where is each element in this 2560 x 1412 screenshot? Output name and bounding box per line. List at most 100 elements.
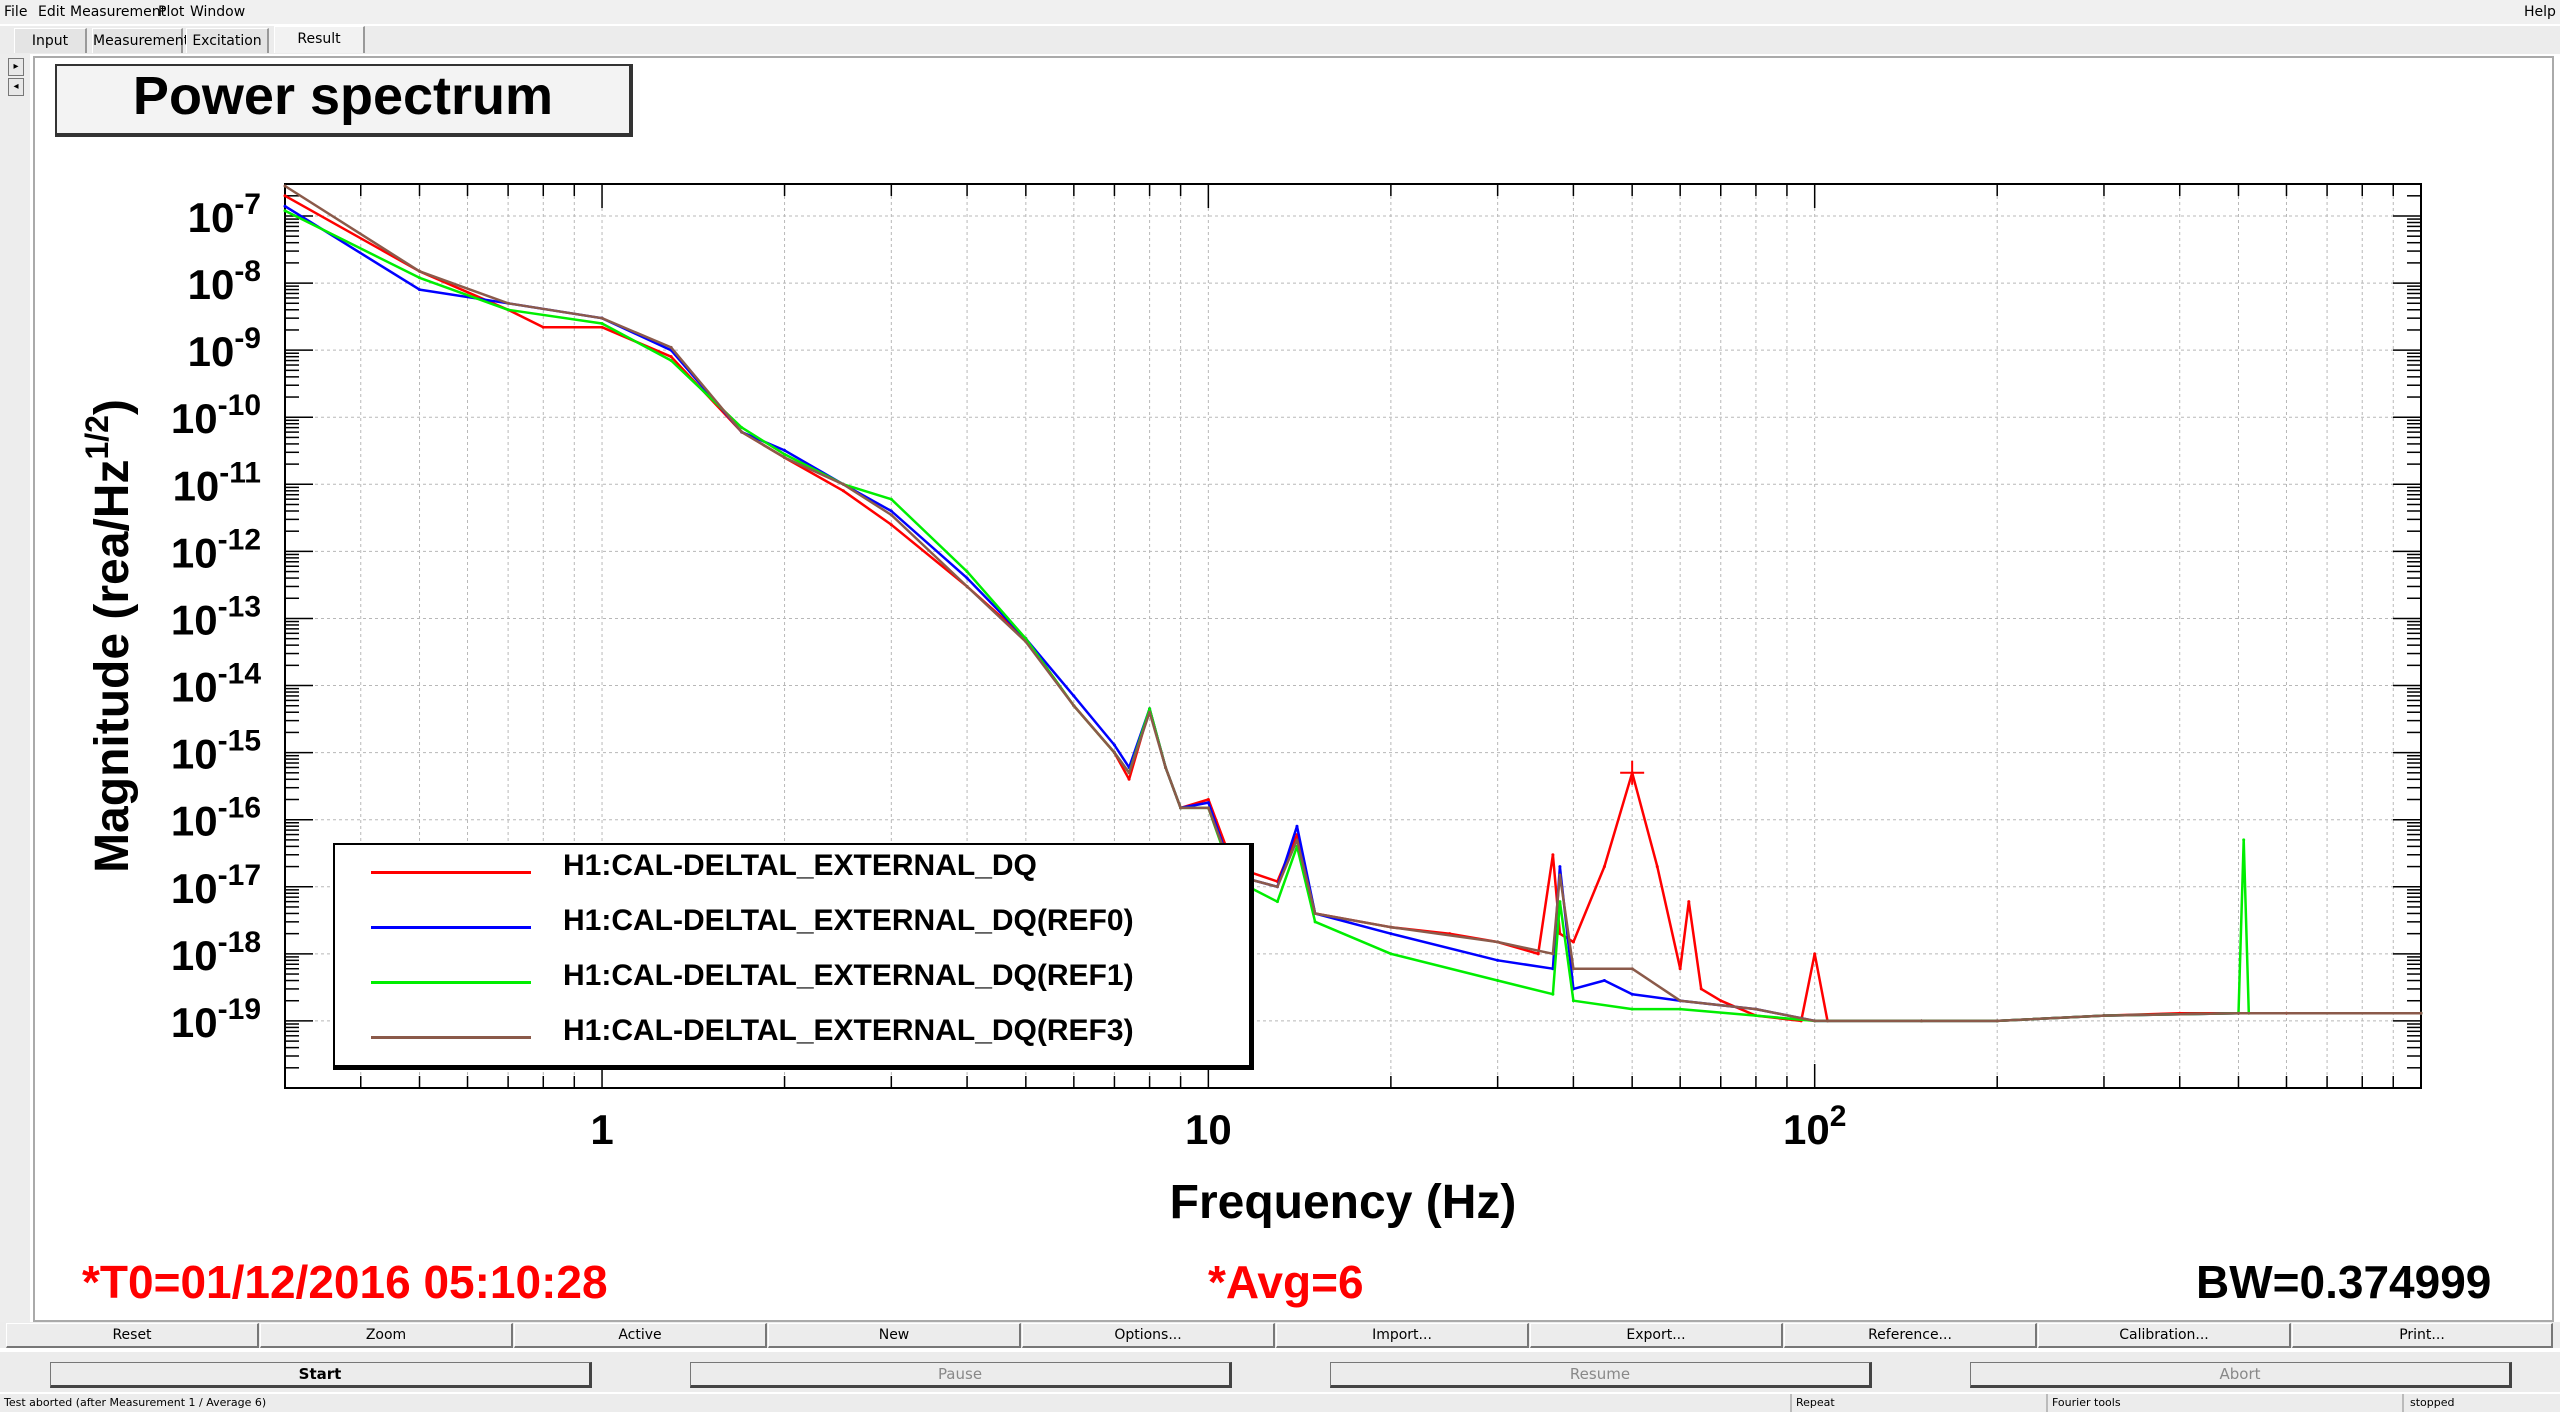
data-point xyxy=(1558,900,1562,904)
active-button[interactable]: Active xyxy=(514,1323,767,1348)
avg-label: *Avg=6 xyxy=(1208,1256,1364,1308)
data-point xyxy=(1024,640,1028,644)
data-point xyxy=(1754,1014,1758,1018)
menu-measurement[interactable]: Measurement xyxy=(70,4,167,20)
data-point xyxy=(1295,824,1299,828)
data-point xyxy=(889,513,893,517)
data-point xyxy=(1112,751,1116,755)
data-point xyxy=(783,448,787,452)
menu-file[interactable]: File xyxy=(4,4,28,20)
series-line xyxy=(284,184,2421,1023)
data-point xyxy=(1313,920,1317,924)
data-point xyxy=(1551,853,1555,857)
resume-button[interactable]: Resume xyxy=(1330,1362,1872,1388)
abort-button[interactable]: Abort xyxy=(1970,1362,2512,1388)
data-point xyxy=(889,509,893,513)
data-point xyxy=(283,184,287,188)
status-divider xyxy=(2046,1394,2048,1412)
menu-plot[interactable]: Plot xyxy=(158,4,185,20)
print-button[interactable]: Print... xyxy=(2292,1323,2553,1348)
legend-label: H1:CAL-DELTAL_EXTERNAL_DQ(REF3) xyxy=(563,1014,1134,1047)
y-tick-label: 10-14 xyxy=(171,658,261,711)
start-button[interactable]: Start xyxy=(50,1362,592,1388)
y-tick-label: 10-15 xyxy=(171,725,261,778)
data-point xyxy=(1678,999,1682,1003)
data-point xyxy=(965,576,969,580)
legend-swatch xyxy=(371,871,531,874)
x-tick-label: 1 xyxy=(590,1106,613,1153)
reference-button[interactable]: Reference... xyxy=(1784,1323,2037,1348)
data-point xyxy=(1496,979,1500,983)
expand-arrow-icon[interactable]: ▸ xyxy=(8,58,24,76)
y-tick-label: 10-11 xyxy=(173,456,261,509)
pause-button[interactable]: Pause xyxy=(690,1362,1232,1388)
status-divider xyxy=(1790,1394,1792,1412)
data-point xyxy=(1571,940,1575,944)
data-point xyxy=(889,523,893,527)
plot-panel[interactable] xyxy=(33,56,2554,1322)
status-fourier: Fourier tools xyxy=(2052,1396,2121,1409)
data-point xyxy=(841,482,845,486)
data-point xyxy=(1206,806,1210,810)
tab-measurement[interactable]: Measurement xyxy=(92,28,189,53)
data-point xyxy=(1678,967,1682,971)
data-point xyxy=(1389,932,1393,936)
tab-result[interactable]: Result xyxy=(274,26,365,53)
data-point xyxy=(1813,1019,1817,1023)
data-point xyxy=(1571,967,1575,971)
y-tick-label: 10-19 xyxy=(171,993,261,1046)
legend-swatch xyxy=(371,981,531,984)
data-point xyxy=(1206,801,1210,805)
data-point xyxy=(283,209,287,213)
y-tick-label: 10-12 xyxy=(171,523,261,576)
data-point xyxy=(1179,806,1183,810)
data-point xyxy=(965,584,969,588)
legend-label: H1:CAL-DELTAL_EXTERNAL_DQ xyxy=(563,849,1037,882)
menu-window[interactable]: Window xyxy=(190,4,246,20)
data-point xyxy=(283,204,287,208)
data-point xyxy=(1127,771,1131,775)
data-point xyxy=(1164,765,1168,769)
new-button[interactable]: New xyxy=(768,1323,1021,1348)
legend-entry: H1:CAL-DELTAL_EXTERNAL_DQ xyxy=(335,845,1235,885)
tab-input[interactable]: Input xyxy=(14,28,87,53)
legend-entry: H1:CAL-DELTAL_EXTERNAL_DQ(REF1) xyxy=(335,955,1235,995)
data-point xyxy=(740,430,744,434)
menu-help[interactable]: Help xyxy=(2524,4,2556,20)
collapse-arrow-icon[interactable]: ◂ xyxy=(8,78,24,96)
data-point xyxy=(1571,999,1575,1003)
reset-button[interactable]: Reset xyxy=(6,1323,259,1348)
x-axis-title: Frequency (Hz) xyxy=(1170,1176,1517,1229)
data-point xyxy=(1148,707,1152,711)
import-button[interactable]: Import... xyxy=(1276,1323,1529,1348)
data-point xyxy=(1602,865,1606,869)
zoom-button[interactable]: Zoom xyxy=(260,1323,513,1348)
data-point xyxy=(600,321,604,325)
options-button[interactable]: Options... xyxy=(1022,1323,1275,1348)
tab-bar: Input Measurement Excitation Result xyxy=(0,26,2560,54)
menu-edit[interactable]: Edit xyxy=(38,4,66,20)
tab-excitation[interactable]: Excitation xyxy=(186,28,269,53)
calibration-button[interactable]: Calibration... xyxy=(2038,1323,2291,1348)
export-button[interactable]: Export... xyxy=(1530,1323,1783,1348)
x-tick-label: 102 xyxy=(1783,1100,1846,1153)
data-point xyxy=(669,359,673,363)
data-point xyxy=(2419,1011,2423,1015)
data-point xyxy=(418,276,422,280)
data-point xyxy=(1630,967,1634,971)
menu-bar: File Edit Measurement Plot Window Help xyxy=(0,0,2560,24)
power-spectrum-chart[interactable]: 10-7 10-8 10-9 10-10 10-11 10-12 10-13 10-14 10-… xyxy=(0,0,2560,1320)
data-point xyxy=(1630,1007,1634,1011)
data-point xyxy=(1072,694,1076,698)
data-point xyxy=(1551,992,1555,996)
data-point xyxy=(1275,885,1279,889)
data-point xyxy=(506,301,510,305)
data-point xyxy=(1995,1019,1999,1023)
legend-swatch xyxy=(371,1036,531,1039)
t0-label: *T0=01/12/2016 05:10:28 xyxy=(82,1256,608,1308)
data-point xyxy=(1551,952,1555,956)
legend-entry: H1:CAL-DELTAL_EXTERNAL_DQ(REF3) xyxy=(335,1010,1235,1050)
data-point xyxy=(600,316,604,320)
legend-swatch xyxy=(371,926,531,929)
data-point xyxy=(600,325,604,329)
